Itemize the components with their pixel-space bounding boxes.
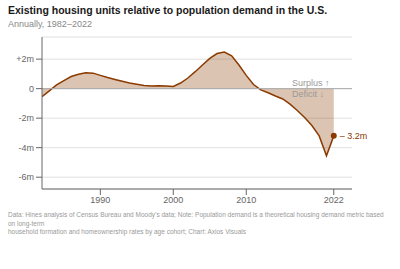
svg-text:Surplus ↑: Surplus ↑: [292, 79, 330, 89]
svg-text:0: 0: [29, 84, 34, 94]
svg-text:-6m: -6m: [19, 173, 35, 183]
html-text:Existing housing units relativ: Existing housing units relative to popul…: [8, 4, 328, 16]
svg-text:– 3.2m: – 3.2m: [340, 131, 368, 141]
svg-text:-2m: -2m: [19, 114, 35, 124]
svg-text:Deficit ↓: Deficit ↓: [292, 89, 324, 99]
svg-text:2000: 2000: [163, 196, 183, 206]
svg-text:2010: 2010: [236, 196, 256, 206]
svg-text:2022: 2022: [324, 196, 344, 206]
html-text:Data: Hines analysis of Census: Data: Hines analysis of Census Bureau an…: [8, 211, 386, 235]
svg-text:1990: 1990: [90, 196, 110, 206]
svg-text:-4m: -4m: [19, 143, 35, 153]
svg-text:+2m: +2m: [16, 55, 34, 65]
html-text:Annually, 1982–2022: Annually, 1982–2022: [8, 18, 92, 29]
